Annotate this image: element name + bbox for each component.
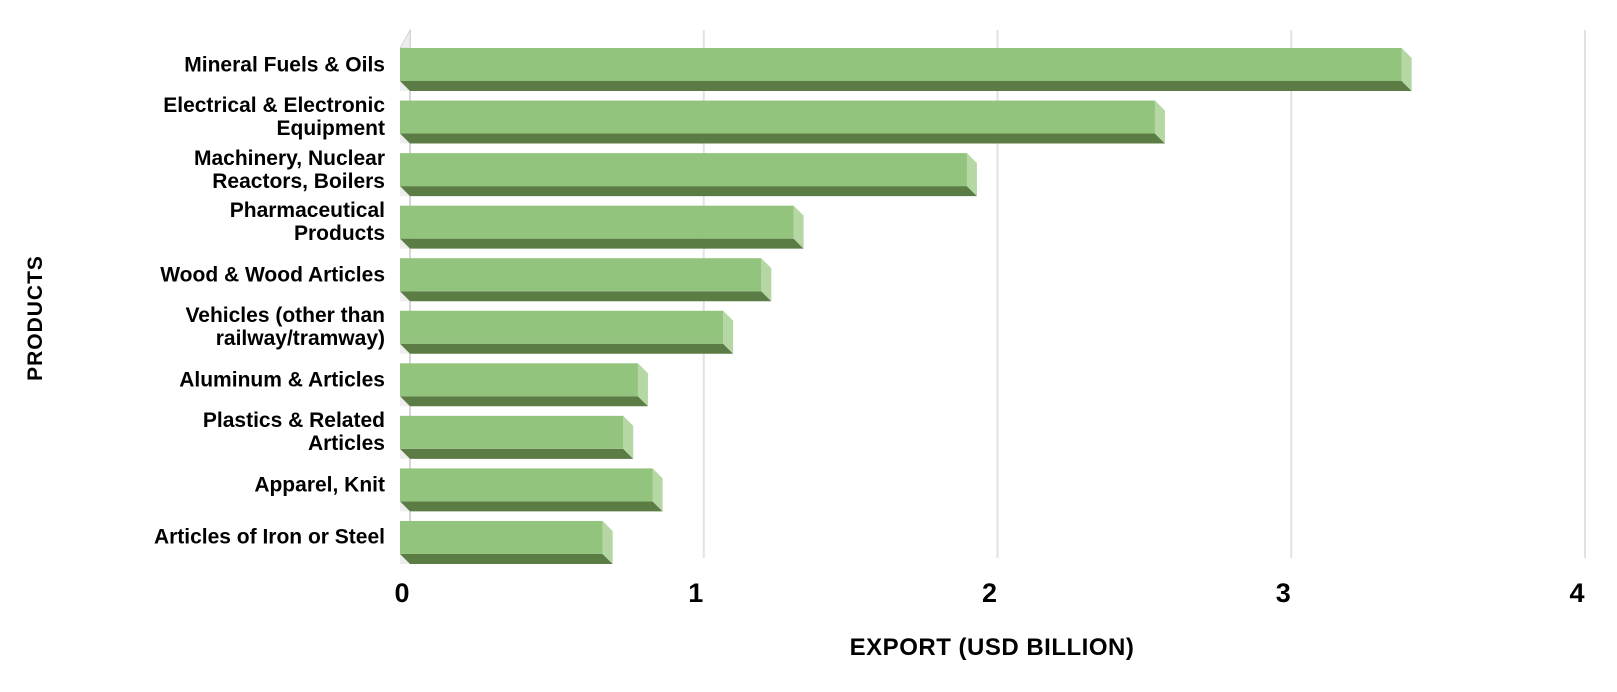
x-tick-1: 1 (688, 578, 704, 608)
bar-end-face (1401, 48, 1412, 91)
bar-plastics-related-articles[interactable] (400, 415, 634, 459)
category-label-electrical-electronic-equipment: Electrical & Electronic Equipment (163, 94, 385, 141)
category-label-plastics-related-articles: Plastics & Related Articles (202, 409, 385, 456)
bar-front-face (400, 468, 653, 502)
category-label-apparel-knit: Apparel, Knit (254, 473, 385, 497)
bar-front-face (400, 258, 762, 292)
x-tick-4: 4 (1569, 578, 1585, 608)
bar-front-face (400, 153, 967, 187)
bar-front-face (400, 415, 624, 449)
bar-bottom-face (400, 238, 804, 249)
bar-front-face (400, 48, 1402, 81)
bar-bottom-face (400, 343, 734, 354)
bar-bottom-face (400, 396, 648, 407)
bar-vehicles-other-than-railway-tramway[interactable] (400, 310, 734, 354)
bar-front-face (400, 520, 603, 554)
x-axis-title: EXPORT (USD BILLION) (849, 634, 1135, 661)
category-label-vehicles-other-than-railway-tramway: Vehicles (other than railway/tramway) (185, 304, 385, 351)
bar-end-face (761, 258, 772, 302)
bar-end-face (652, 468, 663, 512)
bar-wood-wood-articles[interactable] (400, 258, 772, 302)
bar-end-face (793, 205, 804, 249)
category-label-mineral-fuels-oils: Mineral Fuels & Oils (184, 53, 385, 76)
wall-corner-wedge (399, 28, 411, 49)
bar-pharmaceutical-products[interactable] (400, 205, 804, 249)
category-label-pharmaceutical-products: Pharmaceutical Products (229, 199, 385, 246)
bar-end-face (602, 520, 613, 564)
category-label-aluminum-articles: Aluminum & Articles (179, 368, 385, 392)
bar-end-face (1154, 100, 1165, 144)
x-tick-3: 3 (1275, 578, 1291, 608)
bar-bottom-face (400, 186, 977, 197)
x-tick-2: 2 (981, 578, 998, 608)
bar-machinery-nuclear-reactors-boilers[interactable] (400, 153, 977, 197)
bar-electrical-electronic-equipment[interactable] (400, 100, 1165, 144)
bar-front-face (400, 310, 724, 344)
bar-mineral-fuels-oils[interactable] (400, 48, 1412, 91)
bar-end-face (637, 363, 648, 407)
category-label-articles-of-iron-or-steel: Articles of Iron or Steel (153, 525, 385, 549)
bar-end-face (723, 310, 734, 354)
bar-articles-of-iron-or-steel[interactable] (400, 520, 613, 564)
y-axis-title: PRODUCTS (24, 255, 47, 381)
bar-front-face (400, 100, 1155, 134)
bar-aluminum-articles[interactable] (400, 363, 648, 407)
category-label-machinery-nuclear-reactors-boilers: Machinery, Nuclear Reactors, Boilers (193, 146, 385, 193)
category-label-wood-wood-articles: Wood & Wood Articles (160, 263, 385, 287)
bar-front-face (400, 363, 638, 397)
bar-front-face (400, 205, 794, 239)
bar-bottom-face (400, 553, 613, 564)
bar-bottom-face (400, 81, 1412, 91)
bar-bottom-face (400, 501, 663, 512)
bar-bottom-face (400, 448, 634, 459)
bar-apparel-knit[interactable] (400, 468, 663, 512)
bar-bottom-face (400, 133, 1165, 144)
x-tick-0: 0 (394, 578, 410, 608)
bar-end-face (623, 415, 634, 459)
bar-end-face (966, 153, 977, 197)
bar-bottom-face (400, 291, 772, 302)
